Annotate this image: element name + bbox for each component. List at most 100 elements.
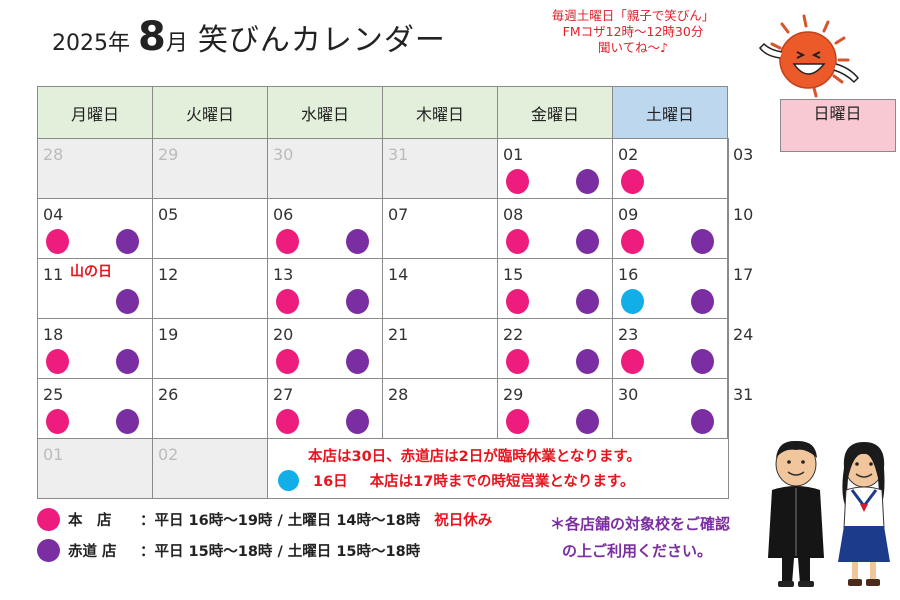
day-cell: 03 xyxy=(727,138,753,199)
weekday-tuesday: 火曜日 xyxy=(152,86,268,139)
calendar-grid: 月曜日 火曜日 水曜日 木曜日 金曜日 土曜日 日曜日 28 29 30 31 01 02… xyxy=(37,86,896,499)
legend-main-store: 本 店 ：平日 16時〜19時 / 土曜日 14時〜18時 祝日休み xyxy=(37,508,492,531)
day-number: 21 xyxy=(388,325,409,344)
day-cell: 29 xyxy=(152,138,268,199)
day-cell: 30 xyxy=(612,378,728,439)
week-row: 04 05 06 07 08 09 10 xyxy=(37,198,753,259)
day-cell: 10 xyxy=(727,198,753,259)
day-number: 30 xyxy=(618,385,639,404)
main-store-open-dot-icon xyxy=(621,169,644,194)
day-number: 10 xyxy=(733,205,754,224)
day-cell: 13 xyxy=(267,258,383,319)
radio-announcement: 毎週土曜日「親子で笑びん」 FMコザ12時〜12時30分 聞いてね〜♪ xyxy=(518,8,748,56)
main-store-open-dot-icon xyxy=(46,409,69,434)
title-year: 2025年 xyxy=(52,31,130,56)
title-calendar-name: 笑びんカレンダー xyxy=(197,23,446,58)
day-number: 02 xyxy=(618,145,639,164)
day-cell: 18 xyxy=(37,318,153,379)
day-cell: 01 xyxy=(497,138,613,199)
day-number: 13 xyxy=(273,265,294,284)
day-number: 31 xyxy=(388,145,409,164)
day-cell: 06 xyxy=(267,198,383,259)
day-cell: 31 xyxy=(727,378,753,439)
weekday-friday: 金曜日 xyxy=(497,86,613,139)
day-number: 20 xyxy=(273,325,294,344)
branch-store-open-dot-icon xyxy=(116,289,139,314)
day-cell: 31 xyxy=(382,138,498,199)
weekday-saturday: 土曜日 xyxy=(612,86,728,139)
branch-store-open-dot-icon xyxy=(691,349,714,374)
branch-store-open-dot-icon xyxy=(346,289,369,314)
weekday-monday: 月曜日 xyxy=(37,86,153,139)
school-confirm-note: ＊各店舗の対象校をご確認 の上ご利用ください。 xyxy=(550,511,730,565)
weekday-wednesday: 水曜日 xyxy=(267,86,383,139)
sun-mascot-icon xyxy=(759,14,860,98)
branch-store-open-dot-icon xyxy=(576,229,599,254)
day-cell: 05 xyxy=(152,198,268,259)
day-cell: 11 山の日 xyxy=(37,258,153,319)
day-cell: 07 xyxy=(382,198,498,259)
calendar-title: 2025年 8 月 笑びんカレンダー xyxy=(52,14,446,64)
day-cell: 02 xyxy=(612,138,728,199)
day-number: 12 xyxy=(158,265,179,284)
radio-line-1: 毎週土曜日「親子で笑びん」 xyxy=(551,8,715,23)
day-cell: 16 xyxy=(612,258,728,319)
branch-store-open-dot-icon xyxy=(116,409,139,434)
day-number: 22 xyxy=(503,325,524,344)
week-row: 01 02 本店は30日、赤道店は2日が臨時休業となります。 16日 本店は17時までの… xyxy=(37,438,729,499)
main-store-open-dot-icon xyxy=(46,229,69,254)
branch-store-dot-icon xyxy=(37,539,60,562)
main-store-open-dot-icon xyxy=(276,229,299,254)
day-cell: 12 xyxy=(152,258,268,319)
week-row: 25 26 27 28 29 30 31 xyxy=(37,378,753,439)
day-cell: 28 xyxy=(37,138,153,199)
day-number: 01 xyxy=(43,445,64,464)
day-number: 16 xyxy=(618,265,639,284)
holiday-closed-note: 祝日休み xyxy=(434,513,493,529)
main-store-open-dot-icon xyxy=(621,349,644,374)
day-number: 08 xyxy=(503,205,524,224)
day-cell: 14 xyxy=(382,258,498,319)
day-number: 25 xyxy=(43,385,64,404)
day-cell: 01 xyxy=(37,438,153,499)
main-store-open-dot-icon xyxy=(621,229,644,254)
day-number: 15 xyxy=(503,265,524,284)
week-row: 18 19 20 21 22 23 24 xyxy=(37,318,753,379)
branch-store-open-dot-icon xyxy=(576,409,599,434)
day-cell: 04 xyxy=(37,198,153,259)
day-cell: 15 xyxy=(497,258,613,319)
day-number: 30 xyxy=(273,145,294,164)
legend-branch-store: 赤道 店 ：平日 15時〜18時 / 土曜日 15時〜18時 xyxy=(37,539,420,562)
day-number: 02 xyxy=(158,445,179,464)
branch-store-open-dot-icon xyxy=(691,409,714,434)
day-number: 29 xyxy=(503,385,524,404)
day-number: 03 xyxy=(733,145,754,164)
day-cell: 20 xyxy=(267,318,383,379)
main-store-open-dot-icon xyxy=(506,349,529,374)
branch-store-open-dot-icon xyxy=(576,349,599,374)
main-store-dot-icon xyxy=(37,508,60,531)
day-number: 11 xyxy=(43,265,64,284)
weekday-sunday: 日曜日 xyxy=(779,98,896,152)
branch-store-open-dot-icon xyxy=(346,229,369,254)
short-hours-day: 16日 xyxy=(313,474,348,490)
day-cell: 02 xyxy=(152,438,268,499)
day-number: 29 xyxy=(158,145,179,164)
day-number: 14 xyxy=(388,265,409,284)
main-store-open-dot-icon xyxy=(506,289,529,314)
day-number: 27 xyxy=(273,385,294,404)
branch-store-open-dot-icon xyxy=(691,229,714,254)
day-cell: 25 xyxy=(37,378,153,439)
branch-store-hours: ：平日 15時〜18時 / 土曜日 15時〜18時 xyxy=(140,544,421,560)
main-store-open-dot-icon xyxy=(276,349,299,374)
weekday-header-row: 月曜日 火曜日 水曜日 木曜日 金曜日 土曜日 日曜日 xyxy=(37,86,896,152)
branch-store-open-dot-icon xyxy=(576,169,599,194)
main-store-open-dot-icon xyxy=(506,229,529,254)
day-cell: 24 xyxy=(727,318,753,379)
branch-store-open-dot-icon xyxy=(116,229,139,254)
day-cell: 30 xyxy=(267,138,383,199)
day-number: 23 xyxy=(618,325,639,344)
closure-notice: 本店は30日、赤道店は2日が臨時休業となります。 xyxy=(308,449,641,465)
title-month-number: 8 xyxy=(138,14,166,60)
day-number: 31 xyxy=(733,385,754,404)
